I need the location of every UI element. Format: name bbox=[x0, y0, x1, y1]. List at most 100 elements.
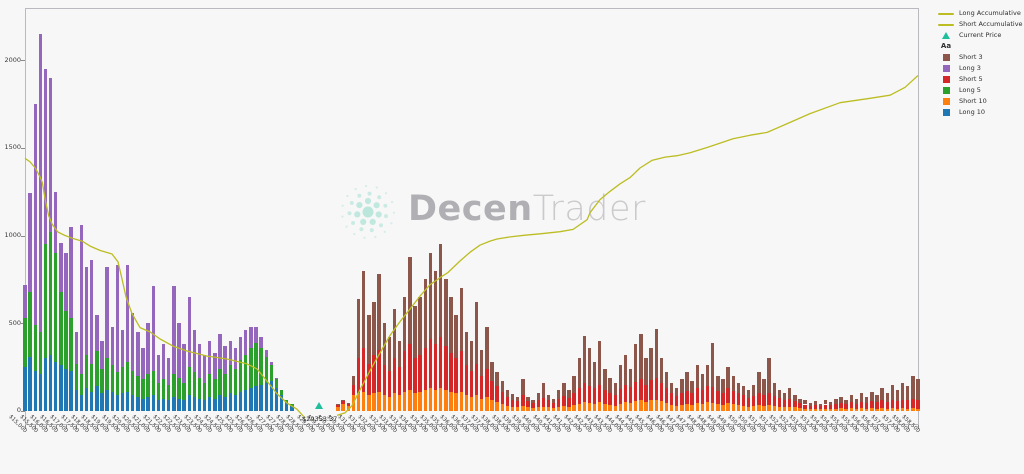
liquidation-bar-segment bbox=[767, 392, 771, 405]
liquidation-bar-segment bbox=[839, 403, 843, 409]
liquidation-bar-segment bbox=[90, 260, 94, 364]
liquidation-bar-segment bbox=[474, 302, 479, 364]
liquidation-bar-segment bbox=[238, 337, 243, 361]
x-tick-mark bbox=[876, 425, 878, 429]
liquidation-bar-segment bbox=[716, 375, 720, 391]
liquidation-bar-segment bbox=[38, 374, 43, 411]
liquidation-bar-segment bbox=[813, 405, 818, 409]
liquidation-bar-segment bbox=[392, 358, 397, 394]
liquidation-bar-segment bbox=[700, 403, 705, 411]
legend-label: Short 5 bbox=[959, 75, 983, 83]
x-tick-mark bbox=[517, 425, 519, 429]
liquidation-bar-segment bbox=[890, 399, 895, 409]
liquidation-bar-segment bbox=[23, 284, 27, 318]
liquidation-bar-segment bbox=[341, 401, 345, 404]
liquidation-bar-segment bbox=[613, 395, 617, 406]
liquidation-bar-segment bbox=[279, 389, 284, 396]
liquidation-bar-segment bbox=[387, 370, 392, 397]
liquidation-bar-segment bbox=[598, 384, 602, 403]
liquidation-bar-segment bbox=[834, 398, 838, 404]
liquidation-bar-segment bbox=[197, 377, 202, 399]
liquidation-bar-segment bbox=[793, 407, 797, 411]
x-tick-mark bbox=[722, 425, 724, 429]
x-tick-mark bbox=[527, 425, 529, 429]
liquidation-bar-segment bbox=[695, 388, 699, 404]
liquidation-bar-segment bbox=[757, 372, 761, 394]
liquidation-bar-segment bbox=[79, 395, 84, 411]
liquidation-bar-segment bbox=[202, 382, 207, 401]
liquidation-bar-segment bbox=[202, 354, 207, 383]
liquidation-bar-segment bbox=[249, 388, 253, 411]
x-tick-mark bbox=[661, 425, 663, 429]
liquidation-bar-segment bbox=[449, 391, 453, 411]
liquidation-bar-segment bbox=[880, 408, 884, 411]
liquidation-bar-segment bbox=[464, 332, 469, 366]
liquidation-bar-segment bbox=[433, 270, 438, 345]
liquidation-bar-segment bbox=[705, 402, 710, 411]
liquidation-bar-segment bbox=[356, 358, 361, 394]
liquidation-bar-segment bbox=[644, 402, 648, 411]
x-tick-mark bbox=[107, 425, 109, 429]
liquidation-bar-segment bbox=[875, 402, 879, 409]
y-tick-label: 1500 bbox=[4, 143, 21, 152]
liquidation-bar-segment bbox=[408, 256, 412, 345]
liquidation-bar-segment bbox=[269, 365, 274, 382]
liquidation-bar-segment bbox=[515, 401, 520, 408]
y-tick-label: 500 bbox=[8, 318, 21, 327]
x-tick-mark bbox=[630, 425, 632, 429]
liquidation-bar-segment bbox=[254, 386, 258, 411]
liquidation-bar-segment bbox=[752, 396, 756, 406]
liquidation-bar-segment bbox=[562, 405, 566, 411]
liquidation-bar-segment bbox=[218, 333, 222, 369]
liquidation-bar-segment bbox=[110, 326, 114, 366]
liquidation-bar-segment bbox=[84, 267, 89, 355]
liquidation-bar-segment bbox=[172, 396, 176, 411]
legend-text-icon: Aa bbox=[940, 42, 952, 50]
liquidation-bar-segment bbox=[254, 342, 258, 387]
liquidation-bars bbox=[23, 8, 920, 425]
liquidation-bar-segment bbox=[690, 404, 694, 411]
liquidation-bar-segment bbox=[156, 400, 161, 411]
liquidation-bar-segment bbox=[582, 382, 587, 403]
liquidation-bar-segment bbox=[721, 404, 725, 411]
liquidation-bar-segment bbox=[731, 390, 735, 404]
y-tick-mark bbox=[21, 323, 25, 325]
x-tick-mark bbox=[866, 425, 868, 429]
liquidation-bar-segment bbox=[900, 382, 905, 400]
liquidation-bar-segment bbox=[829, 405, 833, 410]
liquidation-bar-segment bbox=[608, 392, 612, 405]
y-tick-label: 1000 bbox=[4, 231, 21, 240]
liquidation-bar-segment bbox=[469, 370, 474, 397]
liquidation-bar-segment bbox=[356, 393, 361, 411]
liquidation-bar-segment bbox=[54, 361, 58, 411]
x-tick-mark bbox=[784, 425, 786, 429]
x-tick-mark bbox=[476, 425, 478, 429]
liquidation-bar-segment bbox=[228, 340, 232, 366]
liquidation-bar-segment bbox=[762, 405, 766, 411]
liquidation-bar-segment bbox=[356, 298, 361, 359]
liquidation-bar-segment bbox=[23, 367, 27, 411]
liquidation-bar-segment bbox=[844, 408, 848, 411]
liquidation-bar-segment bbox=[834, 408, 838, 411]
liquidation-bar-segment bbox=[864, 396, 869, 403]
liquidation-bar-segment bbox=[285, 399, 289, 403]
liquidation-bar-segment bbox=[916, 400, 920, 409]
x-tick-mark bbox=[599, 425, 601, 429]
liquidation-bar-segment bbox=[659, 382, 664, 402]
liquidation-bar-segment bbox=[346, 403, 351, 406]
chart-legend: Long Accumulative Short Accumulative Curre… bbox=[938, 10, 1023, 120]
liquidation-bar-segment bbox=[120, 393, 125, 411]
x-tick-mark bbox=[168, 425, 170, 429]
x-tick-mark bbox=[66, 425, 68, 429]
liquidation-bar-segment bbox=[711, 343, 715, 388]
x-tick-mark bbox=[96, 425, 98, 429]
liquidation-bar-segment bbox=[782, 407, 787, 411]
liquidation-bar-segment bbox=[639, 333, 643, 380]
x-tick-mark bbox=[486, 425, 488, 429]
liquidation-bar-segment bbox=[115, 395, 120, 411]
liquidation-bar-segment bbox=[526, 407, 530, 411]
liquidation-bar-segment bbox=[521, 379, 525, 396]
x-tick-mark bbox=[887, 425, 889, 429]
liquidation-bar-segment bbox=[341, 403, 345, 411]
liquidation-bar-segment bbox=[136, 332, 140, 376]
